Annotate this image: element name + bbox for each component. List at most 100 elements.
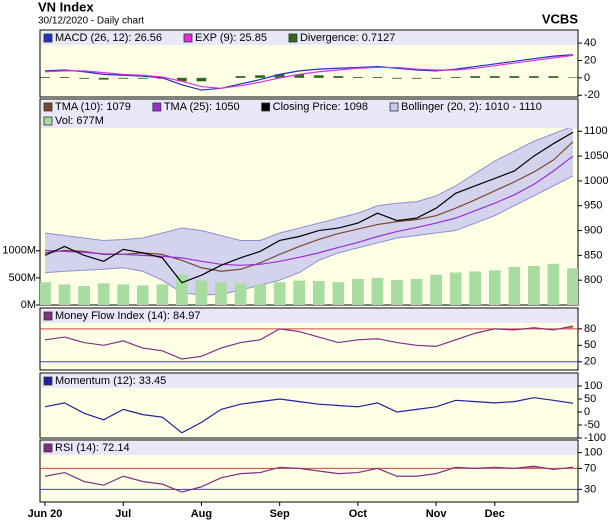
y2-tick-label: 0M bbox=[21, 299, 36, 311]
legend-label: TMA (25): 1050 bbox=[164, 101, 240, 113]
legend-swatch bbox=[43, 376, 53, 386]
legend-swatch bbox=[261, 102, 271, 112]
line bbox=[44, 131, 574, 284]
legend-label: Bollinger (20, 2): 1010 - 1110 bbox=[401, 101, 542, 113]
legend-label: Vol: 677M bbox=[55, 115, 104, 127]
y-tick-label: 950 bbox=[584, 200, 602, 212]
line bbox=[44, 54, 574, 89]
bar bbox=[431, 77, 441, 79]
legend-label: EXP (9): 25.85 bbox=[195, 32, 267, 44]
legend-label: Divergence: 0.7127 bbox=[300, 32, 395, 44]
x-tick-label: Oct bbox=[349, 508, 368, 520]
bar bbox=[411, 77, 422, 79]
plot-area bbox=[40, 125, 578, 305]
x-tick-label: Sep bbox=[270, 508, 290, 520]
bar bbox=[254, 284, 266, 305]
bar bbox=[294, 74, 305, 78]
bar bbox=[529, 76, 539, 78]
bar bbox=[372, 76, 383, 78]
bar bbox=[293, 280, 306, 305]
line bbox=[44, 397, 574, 434]
x-tick-label: Jun 20 bbox=[28, 508, 63, 520]
line bbox=[44, 465, 574, 493]
line bbox=[44, 155, 574, 266]
bar bbox=[156, 284, 169, 305]
y-tick-label: 1050 bbox=[584, 150, 608, 162]
bar bbox=[489, 76, 500, 78]
x-tick-label: Nov bbox=[426, 508, 448, 520]
bar bbox=[98, 77, 109, 80]
bar bbox=[567, 268, 578, 305]
x-tick-label: Aug bbox=[191, 508, 212, 520]
bar bbox=[215, 282, 227, 305]
legend-background bbox=[41, 374, 577, 388]
bar bbox=[469, 271, 482, 305]
y-tick-label: 1000 bbox=[584, 175, 608, 187]
bar bbox=[59, 76, 70, 78]
bar bbox=[568, 77, 578, 78]
line bbox=[44, 54, 574, 91]
legend-background bbox=[41, 309, 577, 323]
legend-background bbox=[41, 31, 577, 45]
bar bbox=[136, 285, 149, 305]
bar bbox=[353, 76, 363, 78]
y-tick-label: 20 bbox=[584, 356, 596, 368]
plot-area bbox=[44, 397, 574, 434]
y-tick-label: 40 bbox=[584, 37, 596, 49]
plot-area bbox=[40, 465, 578, 493]
legend-label: MACD (26, 12): 26.56 bbox=[55, 32, 162, 44]
bollinger-lower bbox=[44, 175, 574, 296]
legend-swatch bbox=[152, 102, 162, 112]
legend-swatch bbox=[43, 311, 53, 321]
y-tick-label: 0 bbox=[584, 406, 590, 418]
bar bbox=[547, 263, 560, 305]
bollinger-upper bbox=[44, 125, 574, 241]
bar bbox=[255, 75, 265, 78]
legend-label: Money Flow Index (14): 84.97 bbox=[55, 310, 201, 322]
legend-label: Momentum (12): 33.45 bbox=[55, 375, 166, 387]
bar bbox=[79, 77, 89, 79]
y-tick-label: 70 bbox=[584, 462, 596, 474]
y-tick-label: 850 bbox=[584, 249, 602, 261]
bar bbox=[97, 283, 110, 305]
bar bbox=[371, 277, 384, 305]
bar bbox=[40, 282, 51, 305]
bar bbox=[488, 270, 501, 305]
legend-swatch bbox=[183, 33, 193, 43]
bar bbox=[548, 76, 559, 78]
bar bbox=[117, 284, 130, 305]
y-tick-label: 100 bbox=[584, 380, 602, 392]
chart-subtitle: 30/12/2020 - Daily chart bbox=[38, 16, 144, 27]
bar bbox=[235, 76, 246, 78]
bar bbox=[392, 77, 402, 79]
legend-swatch bbox=[43, 102, 53, 112]
y-tick-label: -100 bbox=[584, 432, 606, 444]
bar bbox=[312, 281, 325, 305]
bar bbox=[40, 76, 50, 78]
bar bbox=[177, 77, 187, 82]
bar bbox=[430, 274, 442, 305]
plot-area bbox=[40, 325, 578, 363]
bar bbox=[352, 278, 364, 305]
bar bbox=[333, 76, 344, 78]
bar bbox=[234, 283, 247, 305]
bar bbox=[509, 76, 520, 78]
y-tick-label: 100 bbox=[584, 447, 602, 459]
line bbox=[44, 325, 574, 360]
y-tick-label: 80 bbox=[584, 323, 596, 335]
y-tick-label: 1100 bbox=[584, 125, 608, 137]
y-tick-label: -50 bbox=[584, 419, 600, 431]
bar bbox=[449, 272, 462, 305]
bar bbox=[528, 265, 540, 305]
y-tick-label: 50 bbox=[584, 339, 596, 351]
bar bbox=[508, 267, 521, 305]
bar bbox=[450, 76, 461, 78]
y-tick-label: 30 bbox=[584, 483, 596, 495]
y-tick-label: 900 bbox=[584, 224, 602, 236]
bar bbox=[58, 284, 71, 305]
y-tick-label: 800 bbox=[584, 274, 602, 286]
bar bbox=[118, 77, 129, 79]
bar bbox=[195, 280, 208, 305]
